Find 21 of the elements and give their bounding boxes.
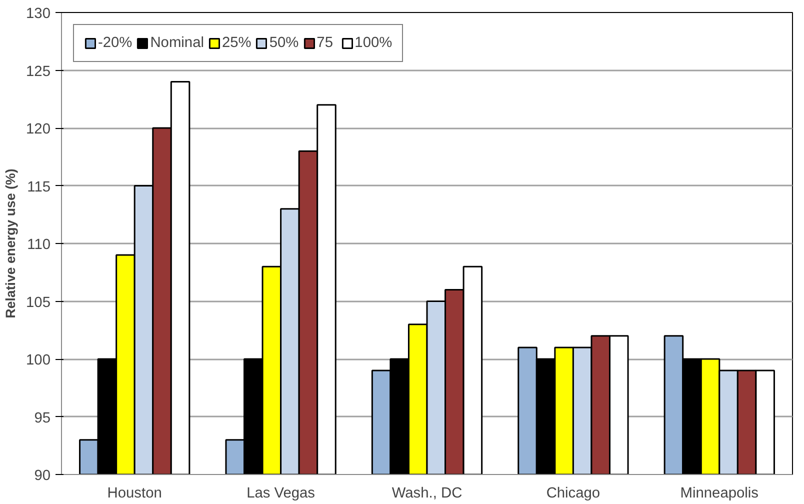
x-tick-label: Minneapolis (680, 486, 759, 502)
y-tick-label: 105 (26, 294, 51, 311)
x-tick-label: Houston (107, 486, 162, 502)
y-tick-label: 120 (26, 122, 51, 138)
legend-label: 50% (269, 35, 299, 51)
y-tick-label: 90 (34, 468, 51, 484)
y-tick-label: 115 (27, 179, 51, 196)
y-axis-title: Relative energy use (%) (3, 168, 18, 318)
y-tick-label: 100 (26, 352, 51, 368)
y-tick-label: 130 (26, 6, 51, 22)
legend-label: 25% (222, 35, 252, 51)
legend-label: -20% (98, 35, 132, 51)
legend-label: 75 (316, 35, 334, 51)
x-tick-label: Las Vegas (246, 486, 316, 502)
legend-label: 100% (354, 35, 392, 51)
x-tick-label: Chicago (546, 486, 600, 502)
x-tick-label: Wash., DC (392, 486, 463, 502)
y-tick-label: 110 (27, 237, 51, 253)
y-tick-label: 95 (34, 410, 51, 426)
legend-label: Nominal (150, 35, 204, 51)
y-tick-label: 125 (26, 64, 51, 80)
